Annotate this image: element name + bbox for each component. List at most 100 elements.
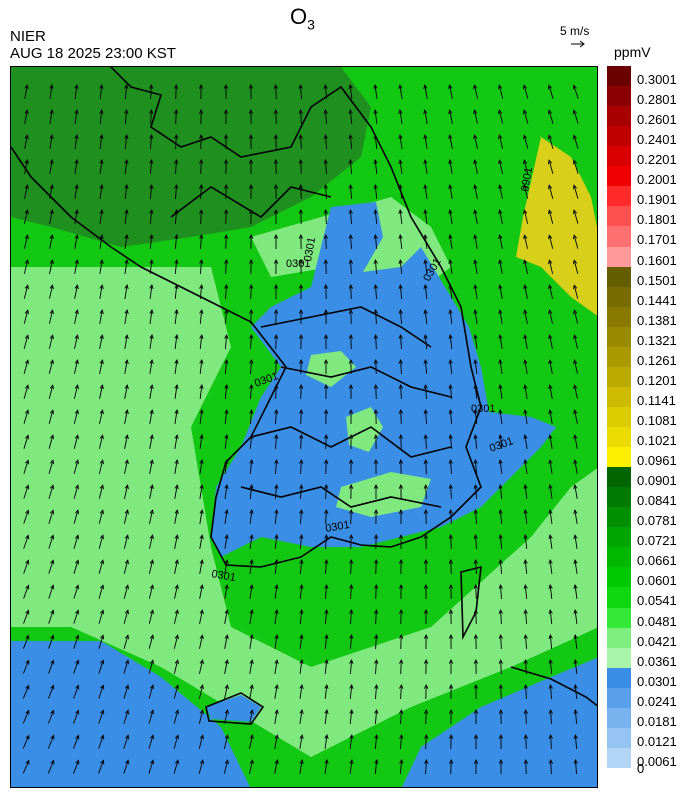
colorbar-tick-label: 0.2001 (637, 172, 677, 188)
wind-arrow (448, 184, 453, 199)
colorbar-tick-label: 0.2601 (637, 112, 677, 128)
wind-arrow (522, 84, 529, 99)
wind-arrow (23, 534, 30, 549)
wind-arrow (373, 209, 378, 225)
wind-arrow (23, 584, 30, 599)
wind-arrow (99, 359, 104, 374)
wind-arrow (373, 283, 378, 300)
wind-arrow (273, 258, 279, 275)
wind-arrow (473, 184, 478, 199)
inland-light-green-patch-north (306, 351, 356, 387)
wind-arrow (473, 159, 478, 174)
wind-arrow (249, 609, 254, 624)
wind-arrow (174, 334, 179, 350)
wind-arrow (23, 459, 30, 474)
wind-arrow (523, 733, 529, 750)
wind-arrow (149, 384, 154, 399)
wind-arrow (73, 509, 80, 524)
wind-arrow (174, 359, 179, 374)
wind-arrow (274, 559, 279, 575)
wind-arrow (572, 109, 579, 124)
wind-arrow (423, 109, 428, 124)
reference-arrow-icon (571, 40, 585, 48)
wind-arrow (473, 658, 479, 675)
colorbar-tick-label: 0 (637, 761, 645, 776)
wind-arrow (399, 758, 404, 775)
wind-arrow (348, 383, 354, 400)
wind-arrow (149, 434, 154, 449)
colorbar-tick-label: 0.1501 (637, 272, 677, 288)
colorbar-segment (607, 126, 631, 147)
wind-arrow (73, 709, 80, 724)
wind-arrow (398, 558, 404, 575)
wind-arrow (448, 259, 453, 274)
wind-arrow (224, 559, 229, 574)
wind-arrow (573, 309, 579, 324)
wind-arrow (248, 158, 254, 175)
wind-arrow (498, 384, 503, 399)
wind-arrow (572, 84, 579, 99)
wind-arrow (48, 534, 55, 549)
light-green-zone (11, 267, 597, 757)
colorbar-segment (607, 567, 631, 588)
wind-arrow (448, 334, 453, 350)
colorbar-tick-label: 0.0541 (637, 593, 677, 609)
wind-arrow (498, 84, 504, 99)
wind-arrow (248, 108, 254, 125)
wind-arrow (398, 109, 403, 124)
wind-arrow (323, 458, 329, 475)
wind-arrow (473, 608, 478, 625)
wind-arrow (298, 383, 304, 400)
wind-arrow (124, 134, 129, 150)
wind-arrow (224, 434, 229, 450)
wind-arrow (298, 108, 303, 125)
wind-arrow (373, 233, 378, 250)
wind-arrow (373, 258, 378, 275)
colorbar-tick-label: 0.0661 (637, 553, 677, 569)
wind-arrow (498, 409, 503, 424)
wind-arrow (548, 184, 554, 199)
wind-arrow (348, 508, 354, 525)
wind-arrow (498, 608, 503, 625)
jeju-blue-zone (206, 695, 261, 722)
colorbar-tick-label: 0.1201 (637, 372, 677, 388)
wind-arrow (149, 209, 154, 225)
colorbar-tick-label: 0.1601 (637, 252, 677, 268)
wind-arrow (148, 659, 155, 674)
wind-arrow (548, 634, 553, 650)
wind-arrow (174, 459, 179, 474)
wind-arrow (199, 459, 204, 474)
colorbar-tick-label: 0.0601 (637, 573, 677, 589)
wind-arrow (373, 583, 379, 600)
wind-arrow (99, 84, 104, 100)
colorbar-tick-label: 0.1901 (637, 192, 677, 208)
wind-arrow (98, 559, 105, 574)
wind-arrow (273, 108, 278, 125)
wind-arrow (73, 534, 80, 549)
wind-arrow (423, 558, 429, 575)
wind-arrow (373, 84, 378, 99)
wind-arrow (249, 634, 254, 649)
wind-arrow (173, 759, 180, 774)
wind-arrow (448, 109, 453, 124)
wind-arrow (573, 758, 578, 775)
colorbar-segment (607, 286, 631, 308)
wind-arrow (124, 209, 129, 225)
wind-arrow (99, 384, 104, 399)
wind-arrow (349, 558, 354, 575)
wind-arrow (49, 134, 54, 149)
wind-arrow (324, 583, 329, 600)
wind-arrow (148, 559, 154, 574)
wind-arrow (523, 559, 528, 575)
wind-arrow (48, 709, 55, 724)
wind-arrow (423, 508, 429, 525)
wind-arrow (548, 509, 553, 524)
wind-arrow (348, 308, 354, 325)
wind-arrow (123, 709, 130, 724)
wind-arrow (224, 684, 229, 699)
wind-arrow (148, 634, 154, 649)
wind-arrow (423, 84, 428, 99)
wind-arrow (49, 259, 54, 274)
wind-arrow (299, 408, 304, 425)
wind-arrow (124, 83, 129, 100)
